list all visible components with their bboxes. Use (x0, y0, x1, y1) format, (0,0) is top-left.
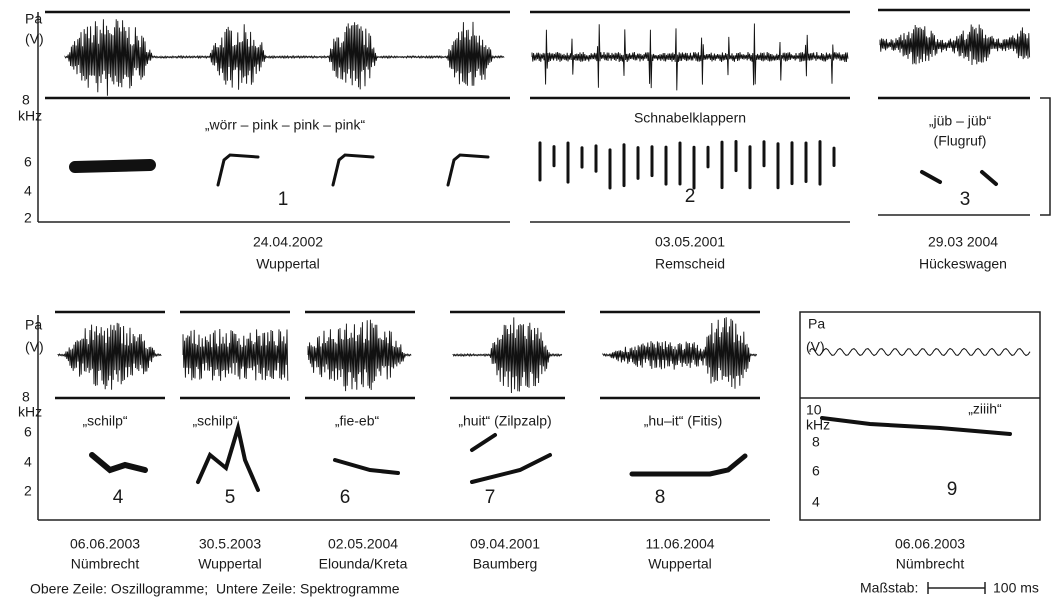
date: 02.05.2004 (328, 536, 398, 552)
call-label: „jüb – jüb“ (929, 113, 992, 129)
spectrogram (331, 153, 375, 187)
spectrogram (89, 452, 148, 474)
panel-number: 5 (225, 487, 236, 508)
spectrogram (69, 159, 156, 173)
date: 30.5.2003 (199, 536, 261, 552)
date: 11.06.2004 (645, 536, 714, 552)
tick-label: 10 (806, 402, 822, 418)
place: Nümbrecht (896, 556, 965, 572)
place: Wuppertal (648, 556, 712, 572)
oscillogram (182, 328, 289, 381)
spectrogram (470, 433, 552, 484)
tick-label: 8 (812, 434, 820, 450)
frame-lines (37, 8, 1051, 594)
oscillogram (307, 319, 412, 392)
oscillogram (809, 347, 1031, 357)
date: 29.03 2004 (928, 234, 998, 250)
panel-number: 4 (113, 487, 124, 508)
caption: Obere Zeile: Oszillogramme; Untere Zeile… (30, 581, 400, 597)
place: Elounda/Kreta (319, 556, 408, 572)
call-label: „fie-eb“ (335, 413, 380, 429)
oscillogram (531, 23, 849, 91)
oscillogram (879, 24, 1031, 66)
date: 24.04.2002 (253, 234, 323, 250)
date: 09.04.2001 (470, 536, 540, 552)
tick-label: 4 (812, 494, 820, 510)
spectrogram (446, 153, 490, 187)
date: 06.06.2003 (895, 536, 965, 552)
oscillogram (64, 19, 505, 96)
bottom-labels: „schilp“ 4 06.06.2003 Nümbrecht „schilp“ 5 30.… (55, 310, 760, 572)
panel-number: 1 (278, 189, 289, 210)
spectrogram (216, 153, 260, 187)
oscillogram (57, 322, 162, 390)
axis-unit: Pa (25, 317, 42, 333)
scale-label: Maßstab: (860, 580, 918, 596)
tick-label: 2 (24, 483, 32, 499)
date: 06.06.2003 (70, 536, 140, 552)
panel-number: 8 (655, 487, 666, 508)
place: Wuppertal (256, 256, 320, 272)
axis-unit: (V) (806, 339, 825, 355)
oscillogram (452, 317, 563, 394)
place: Hückeswagen (919, 256, 1007, 272)
call-label: „schilp“ (82, 413, 127, 429)
call-label: „huit“ (Zilpzalp) (458, 413, 551, 429)
place: Wuppertal (198, 556, 262, 572)
spectrogram (980, 170, 998, 186)
tick-label: 6 (24, 424, 32, 440)
axis-unit: kHz (18, 404, 42, 420)
axis-unit: kHz (18, 108, 42, 124)
panel-number: 9 (947, 479, 958, 500)
panel-number: 6 (340, 487, 351, 508)
tick-label: 4 (24, 454, 32, 470)
traces (57, 19, 1031, 492)
tick-label: 8 (22, 92, 30, 108)
spectrogram (629, 453, 748, 477)
call-label: „hu–it“ (Fitis) (644, 413, 723, 429)
spectrogram (333, 458, 400, 475)
call-note: (Flugruf) (934, 133, 987, 149)
panel-number: 3 (960, 189, 971, 210)
axis-unit: (V) (25, 31, 44, 47)
oscillogram (602, 317, 758, 389)
scale-length: 100 ms (993, 580, 1039, 596)
axis-unit: kHz (806, 417, 830, 433)
call-label: Schnabelklappern (634, 110, 746, 126)
tick-label: 2 (24, 210, 32, 226)
place: Remscheid (655, 256, 725, 272)
place: Baumberg (473, 556, 538, 572)
call-label: „wörr – pink – pink – pink“ (205, 117, 366, 133)
axis-unit: (V) (25, 339, 44, 355)
panel-number: 7 (485, 487, 496, 508)
tick-label: 6 (24, 154, 32, 170)
spectrogram (196, 420, 260, 492)
spectrogram (920, 170, 942, 184)
spectrogram (820, 416, 1012, 436)
call-label: „ziiih“ (968, 401, 1002, 417)
axis-unit: Pa (808, 316, 825, 332)
tick-label: 4 (24, 183, 32, 199)
tick-label: 6 (812, 463, 820, 479)
place: Nümbrecht (71, 556, 140, 572)
axis-unit: Pa (25, 11, 42, 27)
date: 03.05.2001 (655, 234, 725, 250)
tick-label: 8 (22, 389, 30, 405)
call-label: „schilp“ (192, 413, 237, 429)
panel-number: 2 (685, 186, 696, 207)
